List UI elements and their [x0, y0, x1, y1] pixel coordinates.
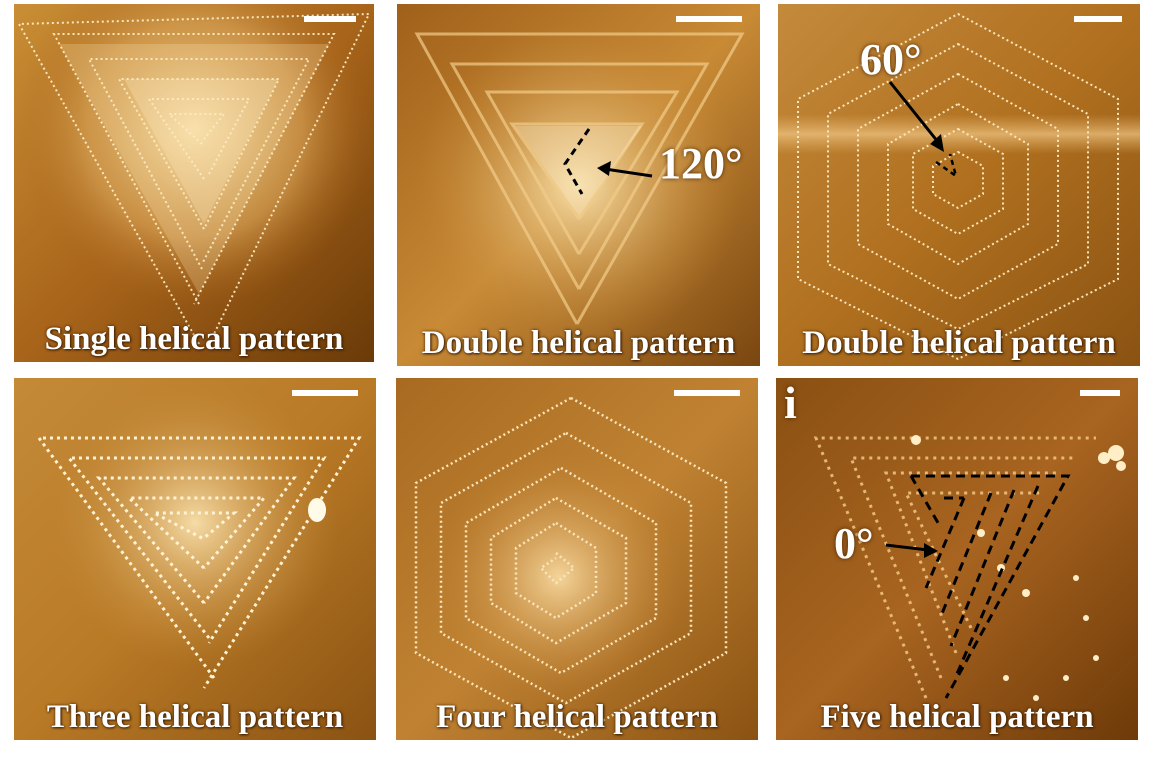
afm-image-single-helical — [14, 4, 374, 362]
panel-caption: Three helical pattern — [46, 699, 344, 735]
scale-bar — [304, 16, 356, 22]
panel-caption: Double helical pattern — [421, 325, 736, 361]
scale-bar — [676, 16, 742, 22]
afm-image-double-helical-60 — [778, 4, 1140, 366]
afm-panel-single-helical: Single helical pattern — [14, 4, 374, 362]
panel-caption: Single helical pattern — [44, 321, 344, 357]
afm-image-five-helical — [776, 378, 1138, 740]
afm-panel-double-helical-60: 60° Double helical pattern — [778, 4, 1140, 366]
scale-bar — [674, 390, 740, 396]
afm-panel-five-helical: i 0° Five helical pattern — [776, 378, 1138, 740]
afm-image-three-helical — [14, 378, 376, 740]
angle-label-60: 60° — [860, 35, 922, 84]
afm-panel-three-helical: Three helical pattern — [14, 378, 376, 740]
panel-caption: Five helical pattern — [820, 699, 1094, 735]
panel-letter: i — [784, 378, 797, 428]
scale-bar — [1080, 390, 1120, 396]
panel-caption: Double helical pattern — [802, 325, 1116, 361]
angle-label-120: 120° — [659, 139, 743, 188]
angle-label-0: 0° — [834, 519, 874, 568]
afm-panel-double-helical-120: 120° Double helical pattern — [397, 4, 760, 366]
scale-bar — [292, 390, 358, 396]
scale-bar — [1074, 16, 1122, 22]
afm-panel-four-helical: Four helical pattern — [396, 378, 758, 740]
afm-image-four-helical — [396, 378, 758, 740]
panel-caption: Four helical pattern — [436, 699, 718, 735]
